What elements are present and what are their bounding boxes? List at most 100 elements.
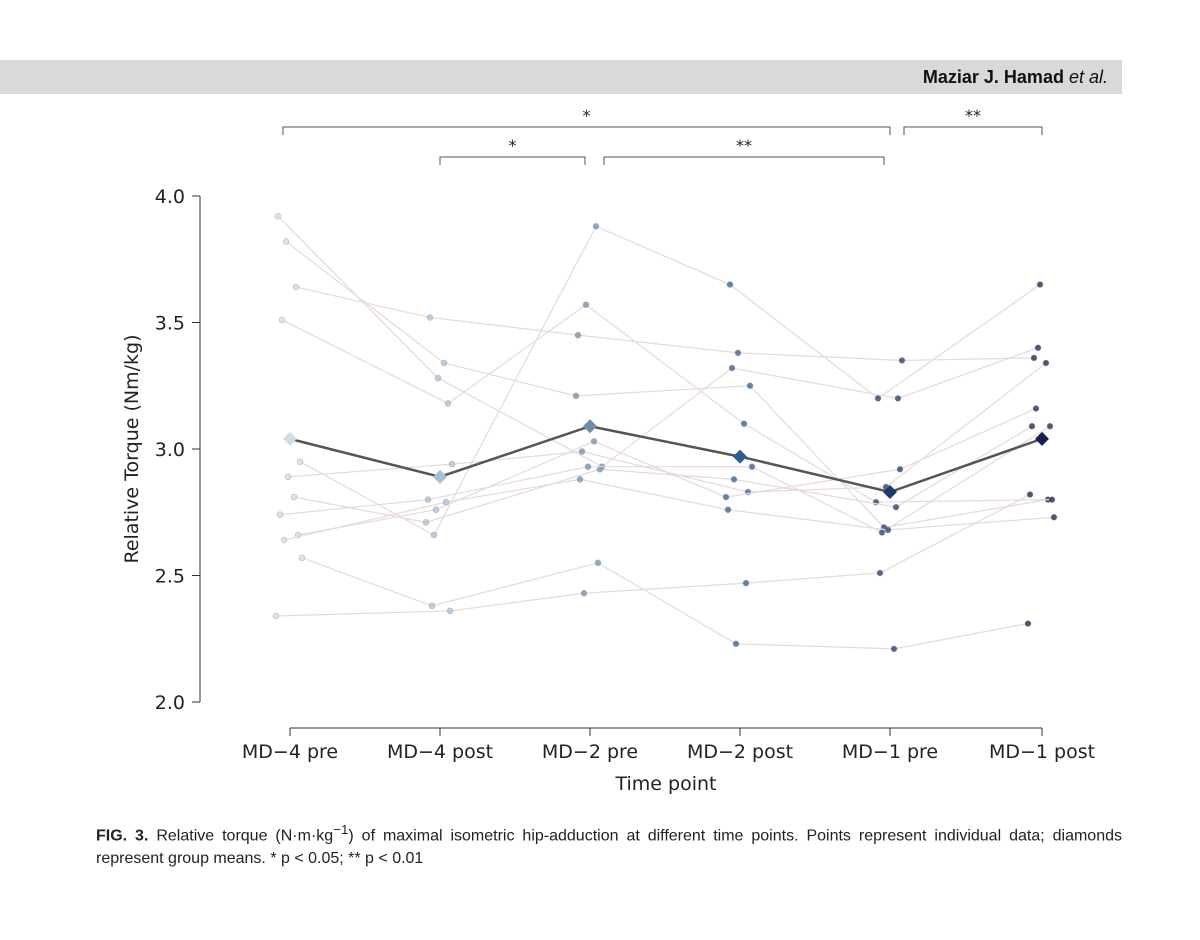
individual-point [1034,344,1042,351]
individual-point [1026,491,1034,498]
individual-point [730,476,738,483]
individual-point [590,438,598,445]
individual-point [580,590,588,597]
significance-label: * [509,136,517,155]
individual-point [440,359,448,367]
x-tick-label: MD−2 pre [542,741,638,763]
individual-point [446,607,454,615]
significance-bracket [903,126,1043,135]
individual-point [1032,405,1040,412]
significance-bracket [439,156,586,165]
mean-diamond [883,485,897,500]
individual-point [572,392,580,400]
y-tick-label: 3.5 [155,313,185,335]
significance-label: * [583,106,591,125]
significance-bracket [282,126,891,135]
individual-point [434,374,442,382]
caption-superscript: −1 [333,822,349,837]
y-tick-label: 4.0 [155,186,185,208]
x-tick-label: MD−4 pre [242,741,338,763]
individual-point [1046,423,1054,430]
individual-line [285,241,1049,529]
author-etal: et al. [1068,67,1108,87]
running-header: Maziar J. Hamad et al. [0,60,1122,94]
individual-point [884,526,892,534]
individual-point [1048,496,1056,503]
individual-line [293,425,1033,523]
significance-bracket [603,156,885,165]
y-tick-label: 2.5 [155,566,185,588]
significance-label: ** [965,106,981,125]
author-name: Maziar J. Hamad [922,67,1064,87]
individual-point [574,331,582,339]
individual-point [430,531,438,539]
mean-line [289,424,1043,494]
individual-line [297,407,1037,536]
caption-text-end: ) of maximal isometric hip-adduction at … [96,827,1122,868]
individual-line [275,494,1031,617]
individual-point [428,602,436,610]
x-tick-label: MD−1 post [989,741,1095,763]
individual-point [874,395,882,402]
individual-point [442,498,450,506]
individual-point [290,493,298,501]
caption-fig-label: FIG. 3. [96,827,149,845]
individual-point [272,612,280,620]
individual-point [444,400,452,407]
mean-diamond [283,431,297,446]
mean-diamond [433,469,447,484]
individual-line [277,215,1039,468]
figure-caption: FIG. 3. Relative torque (N·m·kg−1) of ma… [96,818,1122,870]
individual-point [1050,514,1058,521]
y-tick-label: 3.0 [155,439,185,461]
individual-point [284,473,292,481]
individual-point [426,314,434,321]
individual-point [722,493,730,501]
individual-line [283,478,1055,541]
individual-point [1036,281,1044,288]
y-axis-label: Relative Torque (Nm/kg) [121,335,143,564]
individual-point [592,223,600,230]
x-tick-label: MD−4 post [387,741,493,763]
mean-diamond [1035,431,1049,446]
individual-point [748,463,756,470]
individual-line [279,425,1051,534]
individual-point [724,506,732,513]
individual-point [448,460,456,468]
individual-point [594,559,602,567]
mean-diamond [583,419,597,434]
individual-point [296,458,304,465]
individual-point [274,213,282,220]
individual-point [582,301,590,308]
individual-point [576,476,584,483]
individual-point [742,579,750,587]
individual-point [1030,354,1038,362]
individual-point [424,496,432,503]
individual-line [295,286,1035,362]
individual-point [890,645,898,653]
individual-point [298,554,306,561]
individual-point [422,519,430,526]
individual-point [1028,423,1036,430]
y-tick-label: 2.0 [155,692,185,714]
individual-line [301,557,1029,650]
individual-point [280,536,288,544]
individual-point [282,238,290,245]
individual-point [1042,359,1050,367]
individual-point [292,283,300,291]
individual-point [578,448,586,455]
header-author: Maziar J. Hamad et al. [923,67,1108,88]
individual-point [894,395,902,402]
individual-point [734,349,742,357]
mean-diamond [733,449,747,464]
x-tick-label: MD−1 pre [842,741,938,763]
individual-point [892,503,900,511]
chart: 2.0 2.5 3.0 3.5 4.0 Relative Torque (Nm/kg) MD… [121,106,1095,795]
individual-line [299,225,1041,536]
individual-point [584,463,592,470]
individual-point [746,382,754,389]
individual-point [432,506,440,513]
caption-text-start: Relative torque (N·m·kg [148,827,334,845]
x-axis-label: Time point [615,773,717,795]
significance-label: ** [736,136,752,155]
